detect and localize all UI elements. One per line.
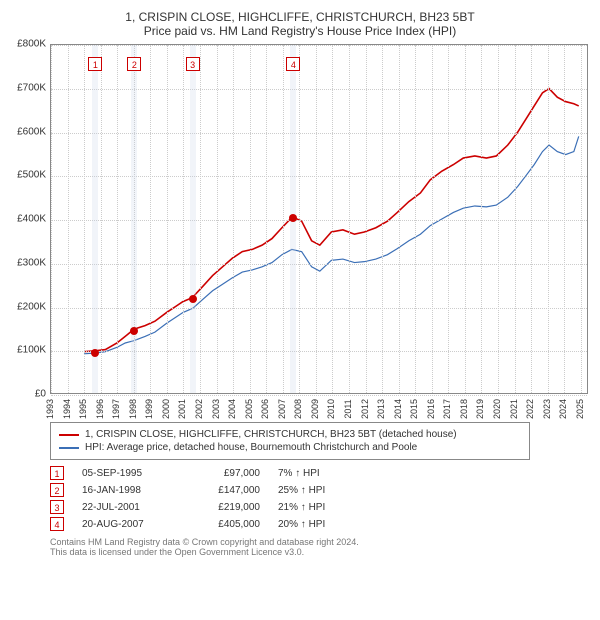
- y-tick-label: £200K: [17, 301, 46, 312]
- y-tick-label: £400K: [17, 214, 46, 225]
- sale-marker-box: 2: [127, 57, 141, 71]
- x-tick-label: 2007: [277, 399, 287, 419]
- y-tick-label: £300K: [17, 257, 46, 268]
- footer-line-1: Contains HM Land Registry data © Crown c…: [50, 537, 590, 547]
- sale-shade: [190, 45, 196, 393]
- chart-title-block: 1, CRISPIN CLOSE, HIGHCLIFFE, CHRISTCHUR…: [10, 10, 590, 38]
- sale-dot: [289, 214, 297, 222]
- sale-marker-box: 3: [186, 57, 200, 71]
- event-date: 05-SEP-1995: [82, 468, 172, 479]
- footer-attribution: Contains HM Land Registry data © Crown c…: [50, 537, 590, 557]
- event-date: 22-JUL-2001: [82, 502, 172, 513]
- legend-swatch: [59, 447, 79, 449]
- footer-line-2: This data is licensed under the Open Gov…: [50, 547, 590, 557]
- event-price: £405,000: [190, 519, 260, 530]
- x-tick-label: 1999: [144, 399, 154, 419]
- title-line-2: Price paid vs. HM Land Registry's House …: [10, 24, 590, 38]
- x-tick-label: 2011: [343, 399, 353, 418]
- x-axis-labels: 1993199419951996199719981999200020012002…: [50, 394, 588, 414]
- x-tick-label: 2012: [360, 399, 370, 419]
- x-tick-label: 2018: [459, 399, 469, 419]
- sale-events-table: 1 05-SEP-1995 £97,000 7% ↑ HPI 2 16-JAN-1998 £…: [50, 466, 590, 531]
- legend-row: 1, CRISPIN CLOSE, HIGHCLIFFE, CHRISTCHUR…: [59, 429, 521, 440]
- x-tick-label: 2017: [442, 399, 452, 419]
- x-tick-label: 2002: [194, 399, 204, 419]
- x-tick-label: 2006: [260, 399, 270, 419]
- event-date: 20-AUG-2007: [82, 519, 172, 530]
- plot-region: 1 2 3 4: [50, 44, 588, 394]
- x-tick-label: 2004: [227, 399, 237, 419]
- x-tick-label: 1996: [95, 399, 105, 419]
- sale-shade: [92, 45, 98, 393]
- event-date: 16-JAN-1998: [82, 485, 172, 496]
- x-tick-label: 2020: [492, 399, 502, 419]
- sale-marker-box: 4: [286, 57, 300, 71]
- x-tick-label: 1995: [78, 399, 88, 419]
- x-tick-label: 2000: [161, 399, 171, 419]
- x-tick-label: 2005: [244, 399, 254, 419]
- x-tick-label: 2015: [409, 399, 419, 419]
- event-marker: 4: [50, 517, 64, 531]
- sale-shade: [131, 45, 137, 393]
- legend-row: HPI: Average price, detached house, Bour…: [59, 442, 521, 453]
- event-price: £219,000: [190, 502, 260, 513]
- x-tick-label: 2010: [326, 399, 336, 419]
- series-line-blue: [84, 136, 579, 353]
- legend-label: 1, CRISPIN CLOSE, HIGHCLIFFE, CHRISTCHUR…: [85, 429, 457, 440]
- x-tick-label: 1994: [62, 399, 72, 419]
- event-row: 1 05-SEP-1995 £97,000 7% ↑ HPI: [50, 466, 590, 480]
- event-pct: 25% ↑ HPI: [278, 485, 368, 496]
- x-tick-label: 2024: [558, 399, 568, 419]
- sale-dot: [189, 295, 197, 303]
- x-tick-label: 1998: [128, 399, 138, 419]
- y-tick-label: £0: [35, 389, 46, 400]
- event-row: 2 16-JAN-1998 £147,000 25% ↑ HPI: [50, 483, 590, 497]
- event-marker: 3: [50, 500, 64, 514]
- event-price: £97,000: [190, 468, 260, 479]
- event-row: 3 22-JUL-2001 £219,000 21% ↑ HPI: [50, 500, 590, 514]
- chart-area: £0£100K£200K£300K£400K£500K£600K£700K£80…: [10, 44, 590, 414]
- legend-swatch: [59, 434, 79, 436]
- x-tick-label: 2025: [575, 399, 585, 419]
- x-tick-label: 2021: [509, 399, 519, 419]
- legend-label: HPI: Average price, detached house, Bour…: [85, 442, 417, 453]
- y-tick-label: £800K: [17, 39, 46, 50]
- x-tick-label: 1997: [111, 399, 121, 419]
- x-tick-label: 2009: [310, 399, 320, 419]
- x-tick-label: 2022: [525, 399, 535, 419]
- y-tick-label: £500K: [17, 170, 46, 181]
- event-marker: 2: [50, 483, 64, 497]
- x-tick-label: 2003: [211, 399, 221, 419]
- sale-dot: [91, 349, 99, 357]
- y-tick-label: £700K: [17, 82, 46, 93]
- event-price: £147,000: [190, 485, 260, 496]
- event-pct: 7% ↑ HPI: [278, 468, 368, 479]
- y-axis-labels: £0£100K£200K£300K£400K£500K£600K£700K£80…: [10, 44, 48, 414]
- x-tick-label: 2023: [542, 399, 552, 419]
- sale-marker-box: 1: [88, 57, 102, 71]
- x-tick-label: 2001: [177, 399, 187, 419]
- event-pct: 20% ↑ HPI: [278, 519, 368, 530]
- x-tick-label: 2016: [426, 399, 436, 419]
- y-tick-label: £600K: [17, 126, 46, 137]
- x-tick-label: 2019: [475, 399, 485, 419]
- title-line-1: 1, CRISPIN CLOSE, HIGHCLIFFE, CHRISTCHUR…: [10, 10, 590, 24]
- sale-dot: [130, 327, 138, 335]
- x-tick-label: 1993: [45, 399, 55, 419]
- event-row: 4 20-AUG-2007 £405,000 20% ↑ HPI: [50, 517, 590, 531]
- event-pct: 21% ↑ HPI: [278, 502, 368, 513]
- y-tick-label: £100K: [17, 345, 46, 356]
- legend-box: 1, CRISPIN CLOSE, HIGHCLIFFE, CHRISTCHUR…: [50, 422, 530, 460]
- event-marker: 1: [50, 466, 64, 480]
- x-tick-label: 2008: [293, 399, 303, 419]
- x-tick-label: 2013: [376, 399, 386, 419]
- x-tick-label: 2014: [393, 399, 403, 419]
